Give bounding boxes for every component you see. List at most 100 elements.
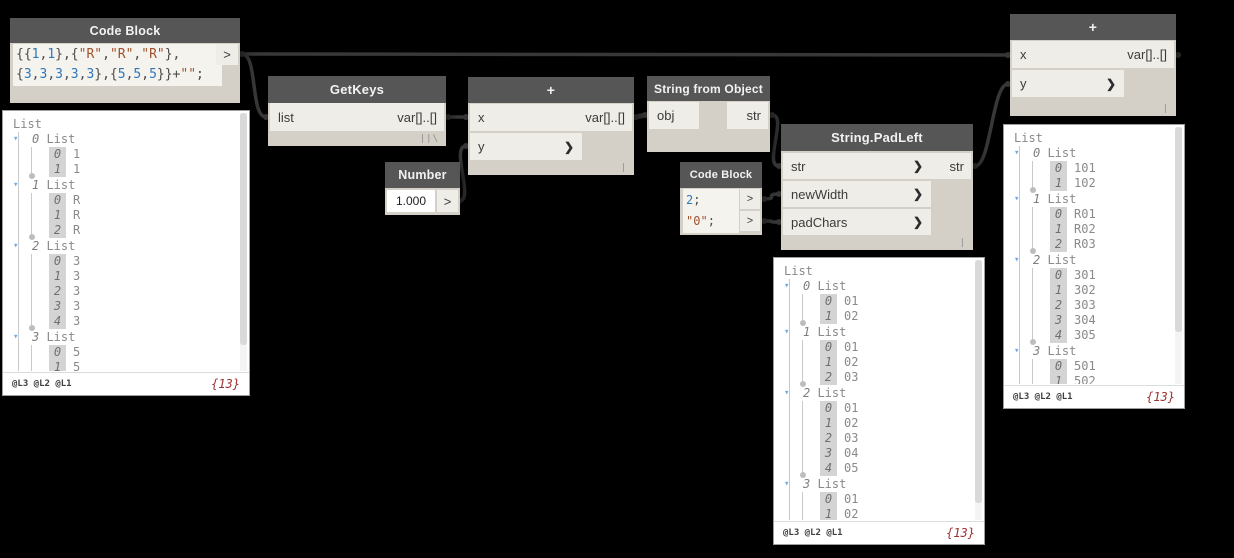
- list-item: 0 101: [1050, 161, 1173, 176]
- output-port[interactable]: var[]..[]: [1103, 41, 1174, 68]
- node-title[interactable]: String.PadLeft: [781, 124, 973, 151]
- input-port-obj[interactable]: obj: [649, 102, 699, 129]
- wire-string_padleft.out-to-plus_right.y[interactable]: [973, 82, 1010, 168]
- input-port-newwidth[interactable]: newWidth ❯: [783, 181, 931, 207]
- node-getkeys[interactable]: GetKeys list ❯ var[]..[] ||\: [268, 76, 446, 146]
- code-editor[interactable]: 2; "0";: [683, 189, 739, 233]
- number-value-field[interactable]: 1.000: [387, 190, 435, 212]
- preview-footer: @L3 @L2 @L1 {13}: [1004, 385, 1184, 408]
- input-port-padchars[interactable]: padChars ❯: [783, 209, 931, 235]
- output-port-1[interactable]: >: [740, 189, 760, 209]
- port-nub-code_block_2.out2[interactable]: [761, 218, 767, 224]
- collapse-arrow-icon[interactable]: ▾: [784, 479, 790, 489]
- port-nub-plus_mid.x[interactable]: [463, 114, 469, 120]
- wire-code_block_1.out-to-plus_right.x[interactable]: [240, 52, 1010, 57]
- output-port[interactable]: >: [437, 190, 458, 212]
- list-group-header[interactable]: ▾ 0 List: [1014, 146, 1173, 161]
- collapse-arrow-icon[interactable]: ▾: [1014, 346, 1020, 356]
- node-title[interactable]: +: [1010, 14, 1176, 40]
- wire-number.out-to-plus_mid.y[interactable]: [457, 144, 468, 203]
- collapse-arrow-icon[interactable]: ▾: [1014, 148, 1020, 158]
- node-title[interactable]: Number: [385, 162, 460, 188]
- port-nub-string_from_object.obj[interactable]: [642, 112, 648, 118]
- list-group-header[interactable]: ▾ 0 List: [784, 279, 973, 294]
- wire-code_block_2.out2-to-string_padleft.padChars[interactable]: [762, 219, 781, 224]
- collapse-arrow-icon[interactable]: ▾: [13, 180, 19, 190]
- node-code-block-1[interactable]: Code Block {{1,1},{"R","R","R"}, {3,3,3,3…: [10, 18, 240, 103]
- wire-code_block_1.out-to-getkeys.list[interactable]: [240, 52, 268, 119]
- port-nub-code_block_2.out1[interactable]: [761, 196, 767, 202]
- lacing-indicator[interactable]: |: [620, 163, 627, 173]
- port-nub-getkeys.out[interactable]: [445, 114, 451, 120]
- list-group-header[interactable]: ▾ 3 List: [1014, 344, 1173, 359]
- list-group-header[interactable]: ▾ 3 List: [784, 477, 973, 492]
- collapse-arrow-icon[interactable]: ▾: [13, 332, 19, 342]
- port-nub-plus_mid.out[interactable]: [633, 114, 639, 120]
- port-nub-code_block_1.out[interactable]: [239, 51, 245, 57]
- collapse-arrow-icon[interactable]: ▾: [1014, 255, 1020, 265]
- output-port-2[interactable]: >: [740, 211, 760, 231]
- list-group-header[interactable]: ▾ 2 List: [1014, 253, 1173, 268]
- output-port[interactable]: >: [216, 44, 238, 65]
- node-title[interactable]: Code Block: [680, 162, 762, 188]
- node-number[interactable]: Number 1.000 >: [385, 162, 460, 215]
- collapse-arrow-icon[interactable]: ▾: [784, 388, 790, 398]
- collapse-arrow-icon[interactable]: ▾: [13, 134, 19, 144]
- collapse-arrow-icon[interactable]: ▾: [784, 327, 790, 337]
- node-title[interactable]: Code Block: [10, 18, 240, 43]
- port-nub-string_padleft.padChars[interactable]: [776, 219, 782, 225]
- list-group-header[interactable]: ▾ 2 List: [13, 239, 238, 254]
- node-title[interactable]: +: [468, 77, 634, 103]
- preview-bubble-middle[interactable]: List ▾ 0 List 0 01 1 02 ▾ 1 List 0 01 1 02 2 03 ▾ 2 List…: [773, 257, 985, 545]
- node-title[interactable]: String from Object: [647, 76, 770, 101]
- collapse-arrow-icon[interactable]: ▾: [13, 241, 19, 251]
- node-plus-middle[interactable]: + x ❯ y ❯ var[]..[] |: [468, 77, 634, 175]
- scrollbar-thumb[interactable]: [975, 260, 982, 503]
- node-plus-right[interactable]: + x ❯ y ❯ var[]..[] |: [1010, 14, 1176, 116]
- input-port-y[interactable]: y ❯: [1012, 70, 1124, 97]
- code-editor[interactable]: {{1,1},{"R","R","R"}, {3,3,3,3,3},{5,5,5}…: [13, 44, 222, 86]
- port-nub-string_padleft.out[interactable]: [972, 163, 978, 169]
- preview-bubble-left[interactable]: List ▾ 0 List 0 1 1 1 ▾ 1 List 0 R 1 R 2 R ▾ 2 List 0 3 1 3 2…: [2, 110, 250, 396]
- lacing-indicator[interactable]: ||\: [419, 134, 439, 144]
- list-group-header[interactable]: ▾ 2 List: [784, 386, 973, 401]
- wire-code_block_2.out1-to-string_padleft.newWidth[interactable]: [762, 192, 781, 201]
- group-index: 1: [1033, 192, 1041, 206]
- output-port[interactable]: var[]..[]: [561, 104, 632, 131]
- output-port[interactable]: var[]..[]: [371, 103, 444, 131]
- port-nub-plus_right.y[interactable]: [1005, 81, 1011, 87]
- scrollbar-thumb[interactable]: [1175, 127, 1182, 332]
- list-group-header[interactable]: ▾ 0 List: [13, 132, 238, 147]
- preview-bubble-right[interactable]: List ▾ 0 List 0 101 1 102 ▾ 1 List 0 R01 1 R02 2 R03 ▾ 2…: [1003, 124, 1185, 409]
- scrollbar[interactable]: [975, 260, 982, 520]
- node-code-block-2[interactable]: Code Block 2; "0"; > >: [680, 162, 762, 235]
- input-port-y[interactable]: y ❯: [470, 133, 582, 160]
- port-nub-getkeys.list[interactable]: [263, 114, 269, 120]
- port-nub-plus_mid.y[interactable]: [463, 143, 469, 149]
- port-nub-string_from_object.str[interactable]: [769, 112, 775, 118]
- scrollbar[interactable]: [1175, 127, 1182, 384]
- scrollbar[interactable]: [240, 113, 247, 371]
- list-group-header[interactable]: ▾ 1 List: [1014, 192, 1173, 207]
- collapse-arrow-icon[interactable]: ▾: [784, 281, 790, 291]
- input-port-str[interactable]: str ❯: [783, 153, 931, 179]
- output-port[interactable]: str: [727, 102, 768, 129]
- list-group-header[interactable]: ▾ 1 List: [13, 178, 238, 193]
- list-group-header[interactable]: ▾ 3 List: [13, 330, 238, 345]
- port-nub-plus_right.out[interactable]: [1175, 52, 1181, 58]
- output-port[interactable]: str: [924, 153, 971, 179]
- lacing-indicator[interactable]: |: [1162, 104, 1169, 114]
- item-value: 303: [1074, 298, 1096, 312]
- list-group-header[interactable]: ▾ 1 List: [784, 325, 973, 340]
- port-nub-plus_right.x[interactable]: [1005, 52, 1011, 58]
- group-label: List: [39, 330, 76, 344]
- collapse-arrow-icon[interactable]: ▾: [1014, 194, 1020, 204]
- wire-string_from_object.str-to-string_padleft.str[interactable]: [770, 113, 781, 168]
- scrollbar-thumb[interactable]: [240, 113, 247, 345]
- lacing-indicator[interactable]: |: [959, 238, 966, 248]
- node-string-from-object[interactable]: String from Object obj str: [647, 76, 770, 152]
- node-title[interactable]: GetKeys: [268, 76, 446, 103]
- port-nub-string_padleft.newWidth[interactable]: [776, 191, 782, 197]
- port-nub-string_padleft.str[interactable]: [776, 163, 782, 169]
- node-string-padleft[interactable]: String.PadLeft str ❯ newWidth ❯ padChars…: [781, 124, 973, 250]
